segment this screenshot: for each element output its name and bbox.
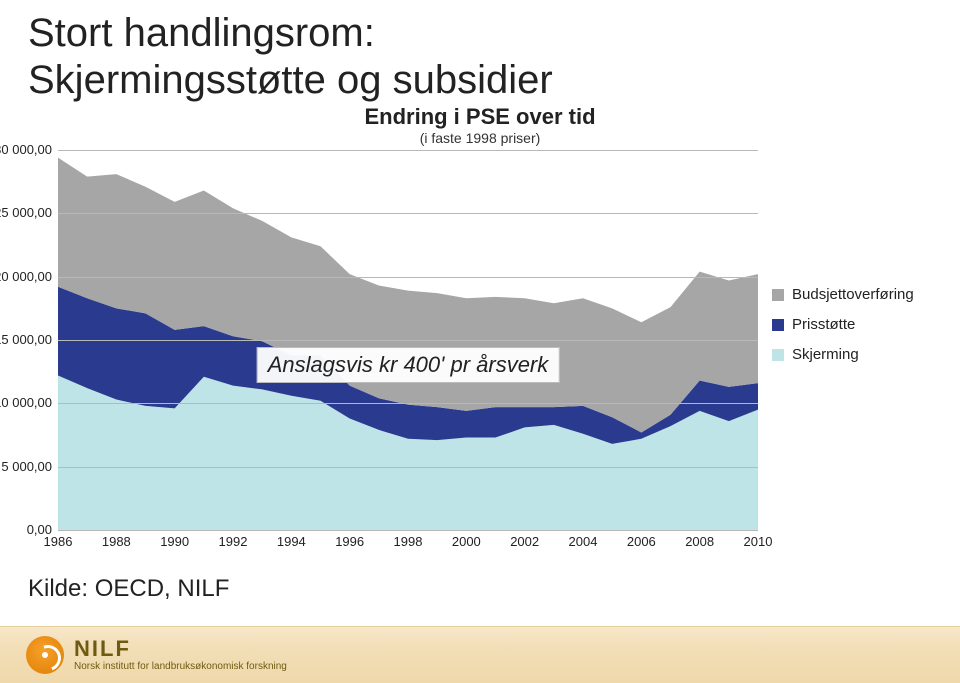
x-tick-label: 2006 — [627, 534, 656, 549]
chart-annotation: Anslagsvis kr 400' pr årsverk — [257, 347, 560, 383]
x-tick-label: 1996 — [335, 534, 364, 549]
legend-swatch-icon — [772, 289, 784, 301]
x-tick-label: 1988 — [102, 534, 131, 549]
legend-item: Skjerming — [772, 340, 914, 370]
footer: NILF Norsk institutt for landbruksøkonom… — [0, 626, 960, 683]
source-text: Kilde: OECD, NILF — [28, 575, 229, 603]
legend-item: Budsjettoverføring — [772, 280, 914, 310]
plot — [58, 150, 758, 530]
gridline — [58, 150, 758, 151]
logo-mark-icon — [26, 636, 64, 674]
legend-swatch-icon — [772, 319, 784, 331]
y-tick-label: 5 000,00 — [0, 459, 52, 474]
x-tick-label: 1986 — [44, 534, 73, 549]
chart-title: Endring i PSE over tid — [0, 104, 960, 130]
logo-main: NILF — [74, 638, 287, 660]
x-tick-label: 2004 — [569, 534, 598, 549]
chart-subtitle: (i faste 1998 priser) — [0, 130, 960, 146]
y-axis: 0,005 000,0010 000,0015 000,0020 000,002… — [0, 150, 54, 530]
y-tick-label: 25 000,00 — [0, 205, 52, 220]
legend-item: Prisstøtte — [772, 310, 914, 340]
gridline — [58, 403, 758, 404]
title-line2: Skjermingsstøtte og subsidier — [28, 58, 553, 102]
legend-label: Prisstøtte — [792, 310, 855, 340]
slide: { "title_line1": "Stort handlingsrom:", … — [0, 0, 960, 683]
gridline — [58, 340, 758, 341]
y-tick-label: 20 000,00 — [0, 269, 52, 284]
x-tick-label: 2010 — [744, 534, 773, 549]
x-tick-label: 1992 — [219, 534, 248, 549]
gridline — [58, 467, 758, 468]
x-axis: 1986198819901992199419961998200020022004… — [58, 530, 758, 550]
gridline — [58, 277, 758, 278]
x-tick-label: 1998 — [394, 534, 423, 549]
legend: BudsjettoverføringPrisstøtteSkjerming — [772, 280, 914, 370]
chart-area: 0,005 000,0010 000,0015 000,0020 000,002… — [58, 150, 758, 530]
logo-sub: Norsk institutt for landbruksøkonomisk f… — [74, 662, 287, 672]
title-line1: Stort handlingsrom: — [28, 11, 375, 55]
x-tick-label: 2008 — [685, 534, 714, 549]
y-tick-label: 30 000,00 — [0, 142, 52, 157]
legend-swatch-icon — [772, 349, 784, 361]
slide-title: Stort handlingsrom: Skjermingsstøtte og … — [28, 10, 553, 104]
x-tick-label: 1994 — [277, 534, 306, 549]
y-tick-label: 10 000,00 — [0, 395, 52, 410]
footer-logo: NILF Norsk institutt for landbruksøkonom… — [26, 636, 287, 674]
legend-label: Budsjettoverføring — [792, 280, 914, 310]
x-tick-label: 2002 — [510, 534, 539, 549]
x-tick-label: 2000 — [452, 534, 481, 549]
y-tick-label: 15 000,00 — [0, 332, 52, 347]
legend-label: Skjerming — [792, 340, 859, 370]
logo-text: NILF Norsk institutt for landbruksøkonom… — [74, 638, 287, 672]
gridline — [58, 213, 758, 214]
x-tick-label: 1990 — [160, 534, 189, 549]
